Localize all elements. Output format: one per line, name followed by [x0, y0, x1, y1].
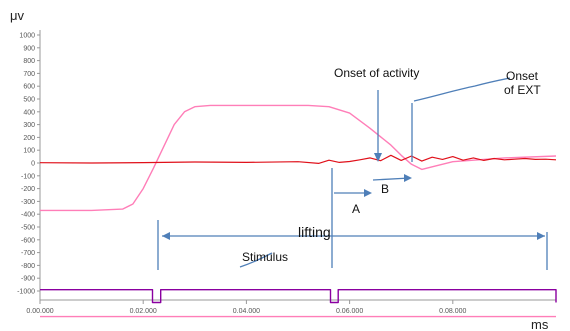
- stimulus-label: Stimulus: [242, 250, 288, 264]
- y-tick-label: -800: [21, 263, 35, 270]
- x-unit-label: ms: [531, 317, 549, 331]
- label-b: B: [381, 182, 389, 196]
- y-tick-label: -500: [21, 225, 35, 232]
- y-tick-label: -200: [21, 186, 35, 193]
- y-tick-label: 500: [23, 97, 35, 104]
- stimulus-leader: [239, 252, 273, 268]
- y-tick-label: 700: [23, 71, 35, 78]
- y-tick-label: 600: [23, 84, 35, 91]
- y-axis: 10009008007006005004003002001000-100-200…: [17, 30, 41, 300]
- arrow-a-head: [364, 189, 372, 197]
- x-tick-label: 0.02.000: [130, 308, 157, 315]
- y-tick-label: -100: [21, 173, 35, 180]
- y-tick-label: 300: [23, 122, 35, 129]
- series-line-2: [39, 154, 557, 164]
- y-tick-label: 1000: [19, 33, 35, 40]
- y-tick-label: -600: [21, 237, 35, 244]
- x-tick-label: 0.04.000: [233, 308, 260, 315]
- y-tick-label: -700: [21, 250, 35, 257]
- onset-activity-arrowhead: [374, 153, 382, 162]
- y-unit-label: μv: [10, 8, 24, 23]
- y-tick-label: 800: [23, 58, 35, 65]
- arrow-b: [372, 177, 411, 181]
- onset-ext-leader: [413, 77, 511, 102]
- onset-activity-label: Onset of activity: [334, 66, 419, 80]
- lifting-label: lifting: [298, 224, 331, 240]
- y-tick-label: 400: [23, 109, 35, 116]
- x-tick-label: 0.08.000: [439, 308, 466, 315]
- arrow-b-head: [404, 174, 412, 182]
- label-a: A: [352, 202, 360, 216]
- y-tick-label: 900: [23, 45, 35, 52]
- y-tick-label: -300: [21, 199, 35, 206]
- x-tick-label: 0.06.000: [336, 308, 363, 315]
- lifting-arrowhead-right: [537, 232, 545, 240]
- series-layer: [39, 104, 557, 318]
- y-tick-label: -1000: [17, 289, 35, 296]
- y-tick-label: -900: [21, 276, 35, 283]
- series-line-1: [40, 104, 557, 212]
- y-tick-label: 100: [23, 148, 35, 155]
- x-axis: 0.00.000 0.02.000 0.04.000 0.06.000 0.08.000: [26, 299, 556, 315]
- y-tick-label: 200: [23, 135, 35, 142]
- y-tick-label: 0: [31, 161, 35, 168]
- x-tick-label: 0.00.000: [26, 308, 53, 315]
- onset-ext-label-2: of EXT: [504, 83, 541, 97]
- onset-ext-label-1: Onset: [506, 69, 539, 83]
- series-line-3: [40, 289, 557, 304]
- lifting-arrowhead-left: [162, 232, 170, 240]
- y-tick-label: -400: [21, 212, 35, 219]
